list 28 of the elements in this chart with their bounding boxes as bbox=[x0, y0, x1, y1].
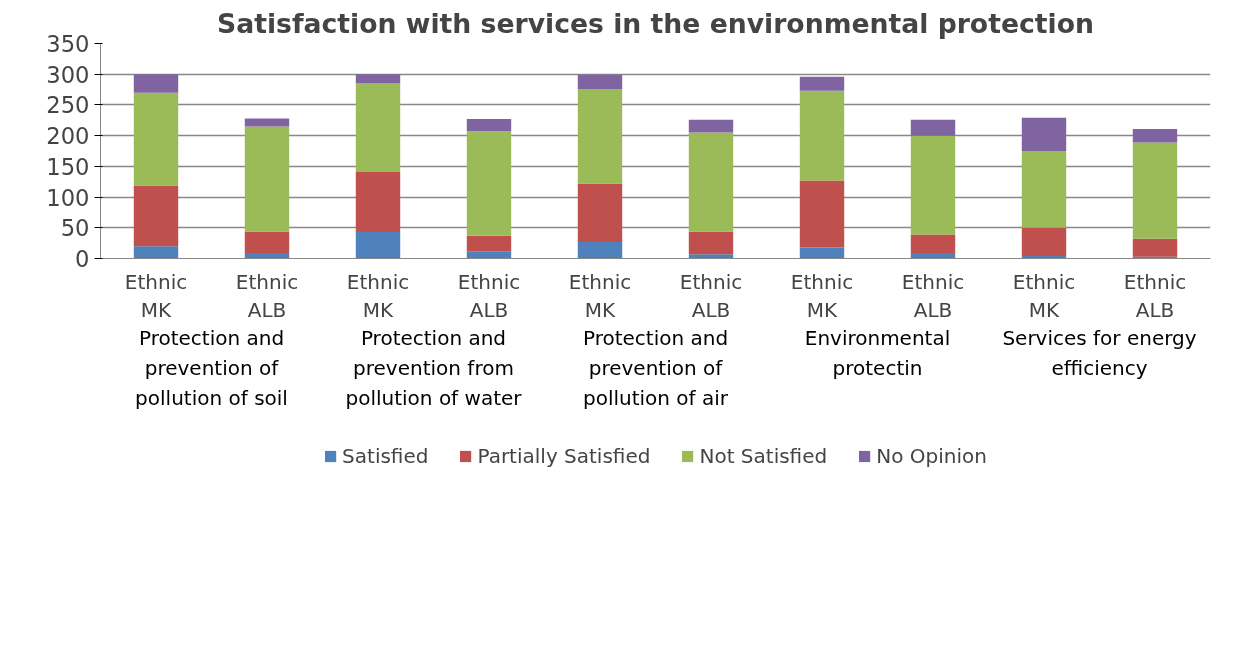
y-tick-label: 300 bbox=[46, 61, 90, 88]
y-tick-label: 150 bbox=[46, 153, 90, 180]
x-tick-label: Ethnic MK bbox=[1012, 269, 1076, 323]
x-tick-label: Ethnic ALB bbox=[457, 269, 521, 323]
x-tick-label: Ethnic MK bbox=[346, 269, 410, 323]
legend-label: Not Satisfied bbox=[699, 444, 828, 468]
text: Protection and prevention of pollution of air bbox=[582, 325, 729, 410]
x-tick-label: Ethnic ALB bbox=[235, 269, 299, 323]
chart-title: Satisfaction with services in the environmental protection bbox=[217, 7, 1094, 39]
y-tick-label: 100 bbox=[46, 184, 90, 211]
y-tick-label: 350 bbox=[46, 31, 90, 57]
x-tick-label: Ethnic ALB bbox=[901, 269, 965, 323]
x-tick-label: Ethnic MK bbox=[568, 269, 632, 323]
text: Protection and prevention from pollution of water bbox=[345, 325, 523, 410]
y-tick-label: 250 bbox=[46, 92, 90, 119]
legend-label: No Opinion bbox=[876, 444, 987, 468]
y-tick-label: 200 bbox=[46, 123, 90, 150]
text: Environmental protectin bbox=[804, 325, 951, 380]
y-tick-label: 50 bbox=[60, 215, 90, 242]
text: Protection and prevention of pollution of soil bbox=[135, 325, 288, 410]
x-tick-label: Ethnic ALB bbox=[679, 269, 743, 323]
x-tick-label: Ethnic MK bbox=[790, 269, 854, 323]
legend-label: Satisfied bbox=[342, 444, 429, 468]
x-tick-label: Ethnic ALB bbox=[1123, 269, 1187, 323]
y-tick-label: 0 bbox=[75, 246, 90, 272]
text: Services for energy efficiency bbox=[1002, 325, 1197, 380]
x-tick-label: Ethnic MK bbox=[124, 269, 188, 323]
legend-label: Partially Satisfied bbox=[477, 444, 651, 468]
